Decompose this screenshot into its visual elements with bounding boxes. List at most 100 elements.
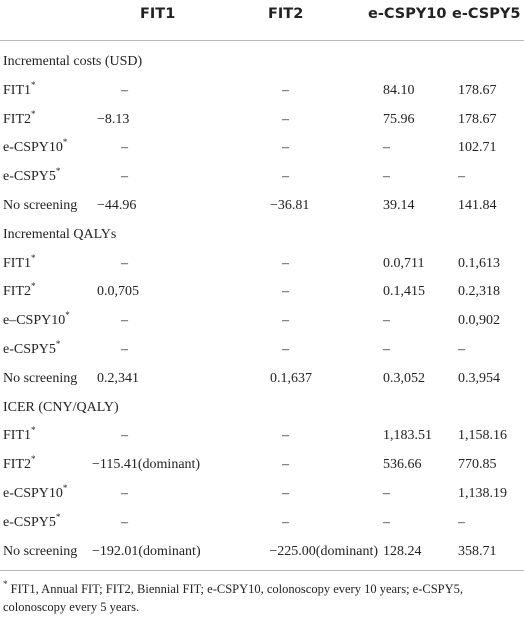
column-header: e-CSPY5 xyxy=(452,6,521,22)
cell-value: – xyxy=(121,140,128,156)
cell-value: 1,138.19 xyxy=(458,486,507,501)
cell-value: 0.2,341 xyxy=(97,370,139,386)
cell-value: 0.1,637 xyxy=(270,370,312,386)
cell-value: – xyxy=(121,514,128,530)
section-title: Incremental QALYs xyxy=(3,226,117,242)
cell-value: – xyxy=(383,342,390,357)
cell-value: 536.66 xyxy=(383,457,422,473)
cell-value: – xyxy=(282,428,289,444)
cell-value: 1,183.51 xyxy=(383,428,432,444)
footer-rule xyxy=(0,570,524,571)
cell-value: – xyxy=(121,82,128,98)
cell-value: – xyxy=(383,169,390,185)
cell-value: −192.01(dominant) xyxy=(92,543,201,559)
cell-value: 39.14 xyxy=(383,198,415,213)
row-label-text: FIT2 xyxy=(3,111,31,127)
cell-value: 0.1,613 xyxy=(458,255,500,271)
row-label-text: e-CSPY10 xyxy=(3,486,63,501)
cell-value: – xyxy=(282,313,289,329)
cell-value: 0.0,711 xyxy=(383,255,425,271)
row-label: e-CSPY5* xyxy=(3,512,60,532)
row-label-note: * xyxy=(31,79,36,90)
cell-value: 0.3,954 xyxy=(458,370,500,386)
row-label: FIT1* xyxy=(3,252,36,273)
row-label: e–CSPY10* xyxy=(3,310,70,330)
row-label-note: * xyxy=(31,281,36,292)
cell-value: – xyxy=(383,486,390,501)
column-header: e-CSPY10 xyxy=(368,6,447,22)
cell-value: −8.13 xyxy=(97,111,130,127)
cell-value: – xyxy=(383,514,390,530)
row-label-text: e-CSPY5 xyxy=(3,514,56,530)
row-label-text: e-CSPY10 xyxy=(3,140,63,156)
cell-value: 75.96 xyxy=(383,111,415,127)
cell-value: – xyxy=(282,255,289,271)
cell-value: 770.85 xyxy=(458,457,497,473)
footnote-text: FIT1, Annual FIT; FIT2, Biennial FIT; e-… xyxy=(3,582,464,614)
cell-value: – xyxy=(282,486,289,501)
row-label: FIT1* xyxy=(3,79,36,100)
row-label-note: * xyxy=(31,425,36,436)
row-label: FIT2* xyxy=(3,454,36,474)
row-label-note: * xyxy=(31,108,36,119)
row-label-text: e-CSPY5 xyxy=(3,169,56,185)
cell-value: – xyxy=(458,169,465,185)
row-label-text: No screening xyxy=(3,198,78,213)
cell-value: −225.00(dominant) xyxy=(269,543,378,559)
cell-value: 0.0,705 xyxy=(97,284,139,300)
cell-value: – xyxy=(458,514,465,530)
column-header: FIT2 xyxy=(268,6,304,22)
cell-value: 0.3,052 xyxy=(383,370,425,386)
cell-value: −36.81 xyxy=(270,198,310,213)
cell-value: 84.10 xyxy=(383,82,415,98)
cell-value: 358.71 xyxy=(458,543,497,559)
row-label-note: * xyxy=(65,310,70,321)
row-label-text: FIT2 xyxy=(3,284,31,300)
cell-value: – xyxy=(121,342,128,357)
row-label: No screening xyxy=(3,543,77,561)
cell-value: 178.67 xyxy=(458,82,497,98)
row-label-note: * xyxy=(31,252,36,263)
row-label: No screening xyxy=(3,197,77,215)
cell-value: – xyxy=(121,169,128,185)
row-label-text: e–CSPY10 xyxy=(3,313,66,329)
cell-value: 0.2,318 xyxy=(458,284,500,300)
cell-value: – xyxy=(383,313,390,329)
footnote-mark: * xyxy=(3,579,8,589)
row-label-text: FIT1 xyxy=(3,428,31,444)
cell-value: – xyxy=(282,82,289,98)
cell-value: – xyxy=(121,428,128,444)
row-label: No screening xyxy=(3,370,77,388)
cell-value: 178.67 xyxy=(458,111,497,127)
row-label-note: * xyxy=(55,166,61,177)
cell-value: 128.24 xyxy=(383,543,422,559)
section-title: Incremental costs (USD) xyxy=(3,54,143,69)
row-label: FIT2* xyxy=(3,108,36,129)
cell-value: – xyxy=(282,342,289,357)
column-header: FIT1 xyxy=(140,6,176,22)
cell-value: – xyxy=(282,169,289,185)
row-label: FIT2* xyxy=(3,281,36,301)
cell-value: −44.96 xyxy=(97,198,137,213)
cell-value: – xyxy=(282,140,289,156)
cell-value: – xyxy=(458,342,465,357)
cell-value: – xyxy=(121,313,128,329)
cell-value: – xyxy=(282,284,289,300)
row-label-text: No screening xyxy=(3,543,78,559)
row-label-text: FIT1 xyxy=(3,255,31,271)
row-label: e-CSPY10* xyxy=(3,484,67,503)
header-rule xyxy=(0,40,524,41)
cell-value: – xyxy=(121,255,128,271)
cell-value: – xyxy=(121,486,128,501)
row-label: e-CSPY10* xyxy=(3,138,67,157)
row-label-text: FIT1 xyxy=(3,82,31,98)
cell-value: 102.71 xyxy=(458,140,497,156)
footnote: * FIT1, Annual FIT; FIT2, Biennial FIT; … xyxy=(3,580,518,616)
cell-value: 141.84 xyxy=(458,198,497,213)
row-label: FIT1* xyxy=(3,425,36,445)
cell-value: – xyxy=(383,140,390,156)
row-label-note: * xyxy=(31,454,36,465)
cell-value: −115.41(dominant) xyxy=(92,457,201,473)
section-title: ICER (CNY/QALY) xyxy=(3,399,119,415)
